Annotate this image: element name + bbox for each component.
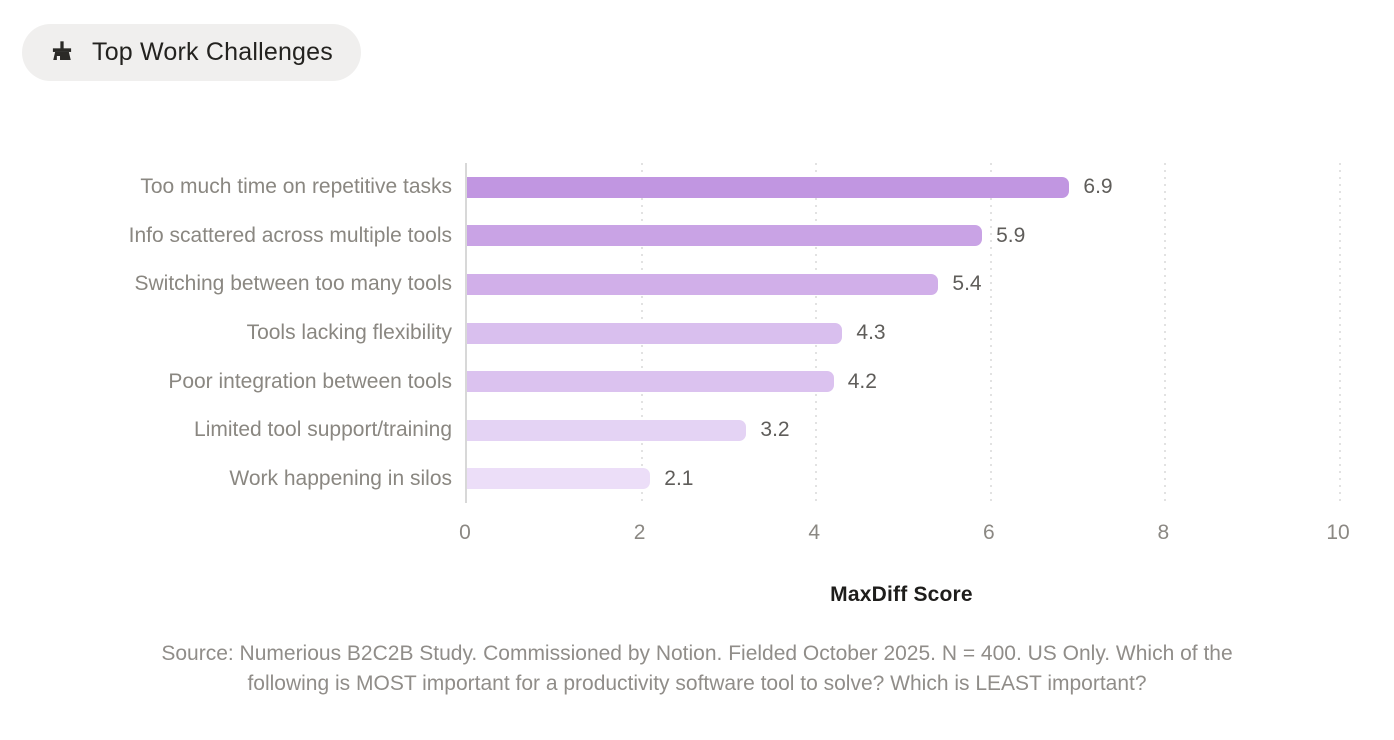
bar <box>467 225 983 247</box>
bar <box>467 273 939 295</box>
x-tick-label: 2 <box>633 521 646 544</box>
x-tick-label: 10 <box>1326 521 1350 544</box>
chart-title-badge: Top Work Challenges <box>22 24 361 81</box>
bar <box>467 468 651 490</box>
plot-area: 6.9 5.9 5.4 4.3 4.2 3.2 2.1 <box>465 163 1341 503</box>
gridline <box>1164 163 1167 503</box>
gridline <box>989 163 992 503</box>
source-line-2: following is MOST important for a produc… <box>247 672 1147 695</box>
bar-row: 5.9 <box>467 212 1338 261</box>
x-tick-label: 6 <box>982 521 995 544</box>
bar <box>467 419 747 441</box>
bar-value-label: 5.4 <box>952 272 982 296</box>
x-axis-title: MaxDiff Score <box>830 583 973 606</box>
source-line-1: Source: Numerious B2C2B Study. Commissio… <box>161 642 1233 665</box>
x-tick-label: 4 <box>808 521 821 544</box>
chart-title: Top Work Challenges <box>92 38 333 66</box>
category-label: Info scattered across multiple tools <box>128 223 452 247</box>
category-axis: Too much time on repetitive tasks Info sc… <box>0 163 452 503</box>
category-label: Switching between too many tools <box>134 272 452 296</box>
category-label: Too much time on repetitive tasks <box>140 175 452 199</box>
bar-row: 6.9 <box>467 163 1338 212</box>
bar <box>467 371 834 393</box>
category-label: Tools lacking flexibility <box>246 321 452 345</box>
bar-row: 2.1 <box>467 454 1338 503</box>
category-label: Work happening in silos <box>229 466 452 490</box>
x-tick-label: 8 <box>1157 521 1170 544</box>
bar <box>467 322 843 344</box>
bar <box>467 176 1070 198</box>
bar-value-label: 4.3 <box>856 321 886 345</box>
category-label: Limited tool support/training <box>194 418 452 442</box>
gridline <box>1339 163 1341 503</box>
broom-icon <box>52 40 72 60</box>
source-note: Source: Numerious B2C2B Study. Commissio… <box>0 639 1394 699</box>
bar-row: 3.2 <box>467 406 1338 455</box>
bar-value-label: 4.2 <box>847 369 877 393</box>
x-tick-label: 0 <box>459 521 471 544</box>
bar-row: 4.2 <box>467 357 1338 406</box>
bar-row: 4.3 <box>467 309 1338 358</box>
bar-value-label: 5.9 <box>996 223 1026 247</box>
bar-value-label: 2.1 <box>664 466 694 490</box>
category-label: Poor integration between tools <box>168 369 452 393</box>
bar-value-label: 6.9 <box>1083 175 1113 199</box>
bar-rows: 6.9 5.9 5.4 4.3 4.2 3.2 2.1 <box>467 163 1338 503</box>
bar-row: 5.4 <box>467 260 1338 309</box>
bar-value-label: 3.2 <box>760 418 790 442</box>
